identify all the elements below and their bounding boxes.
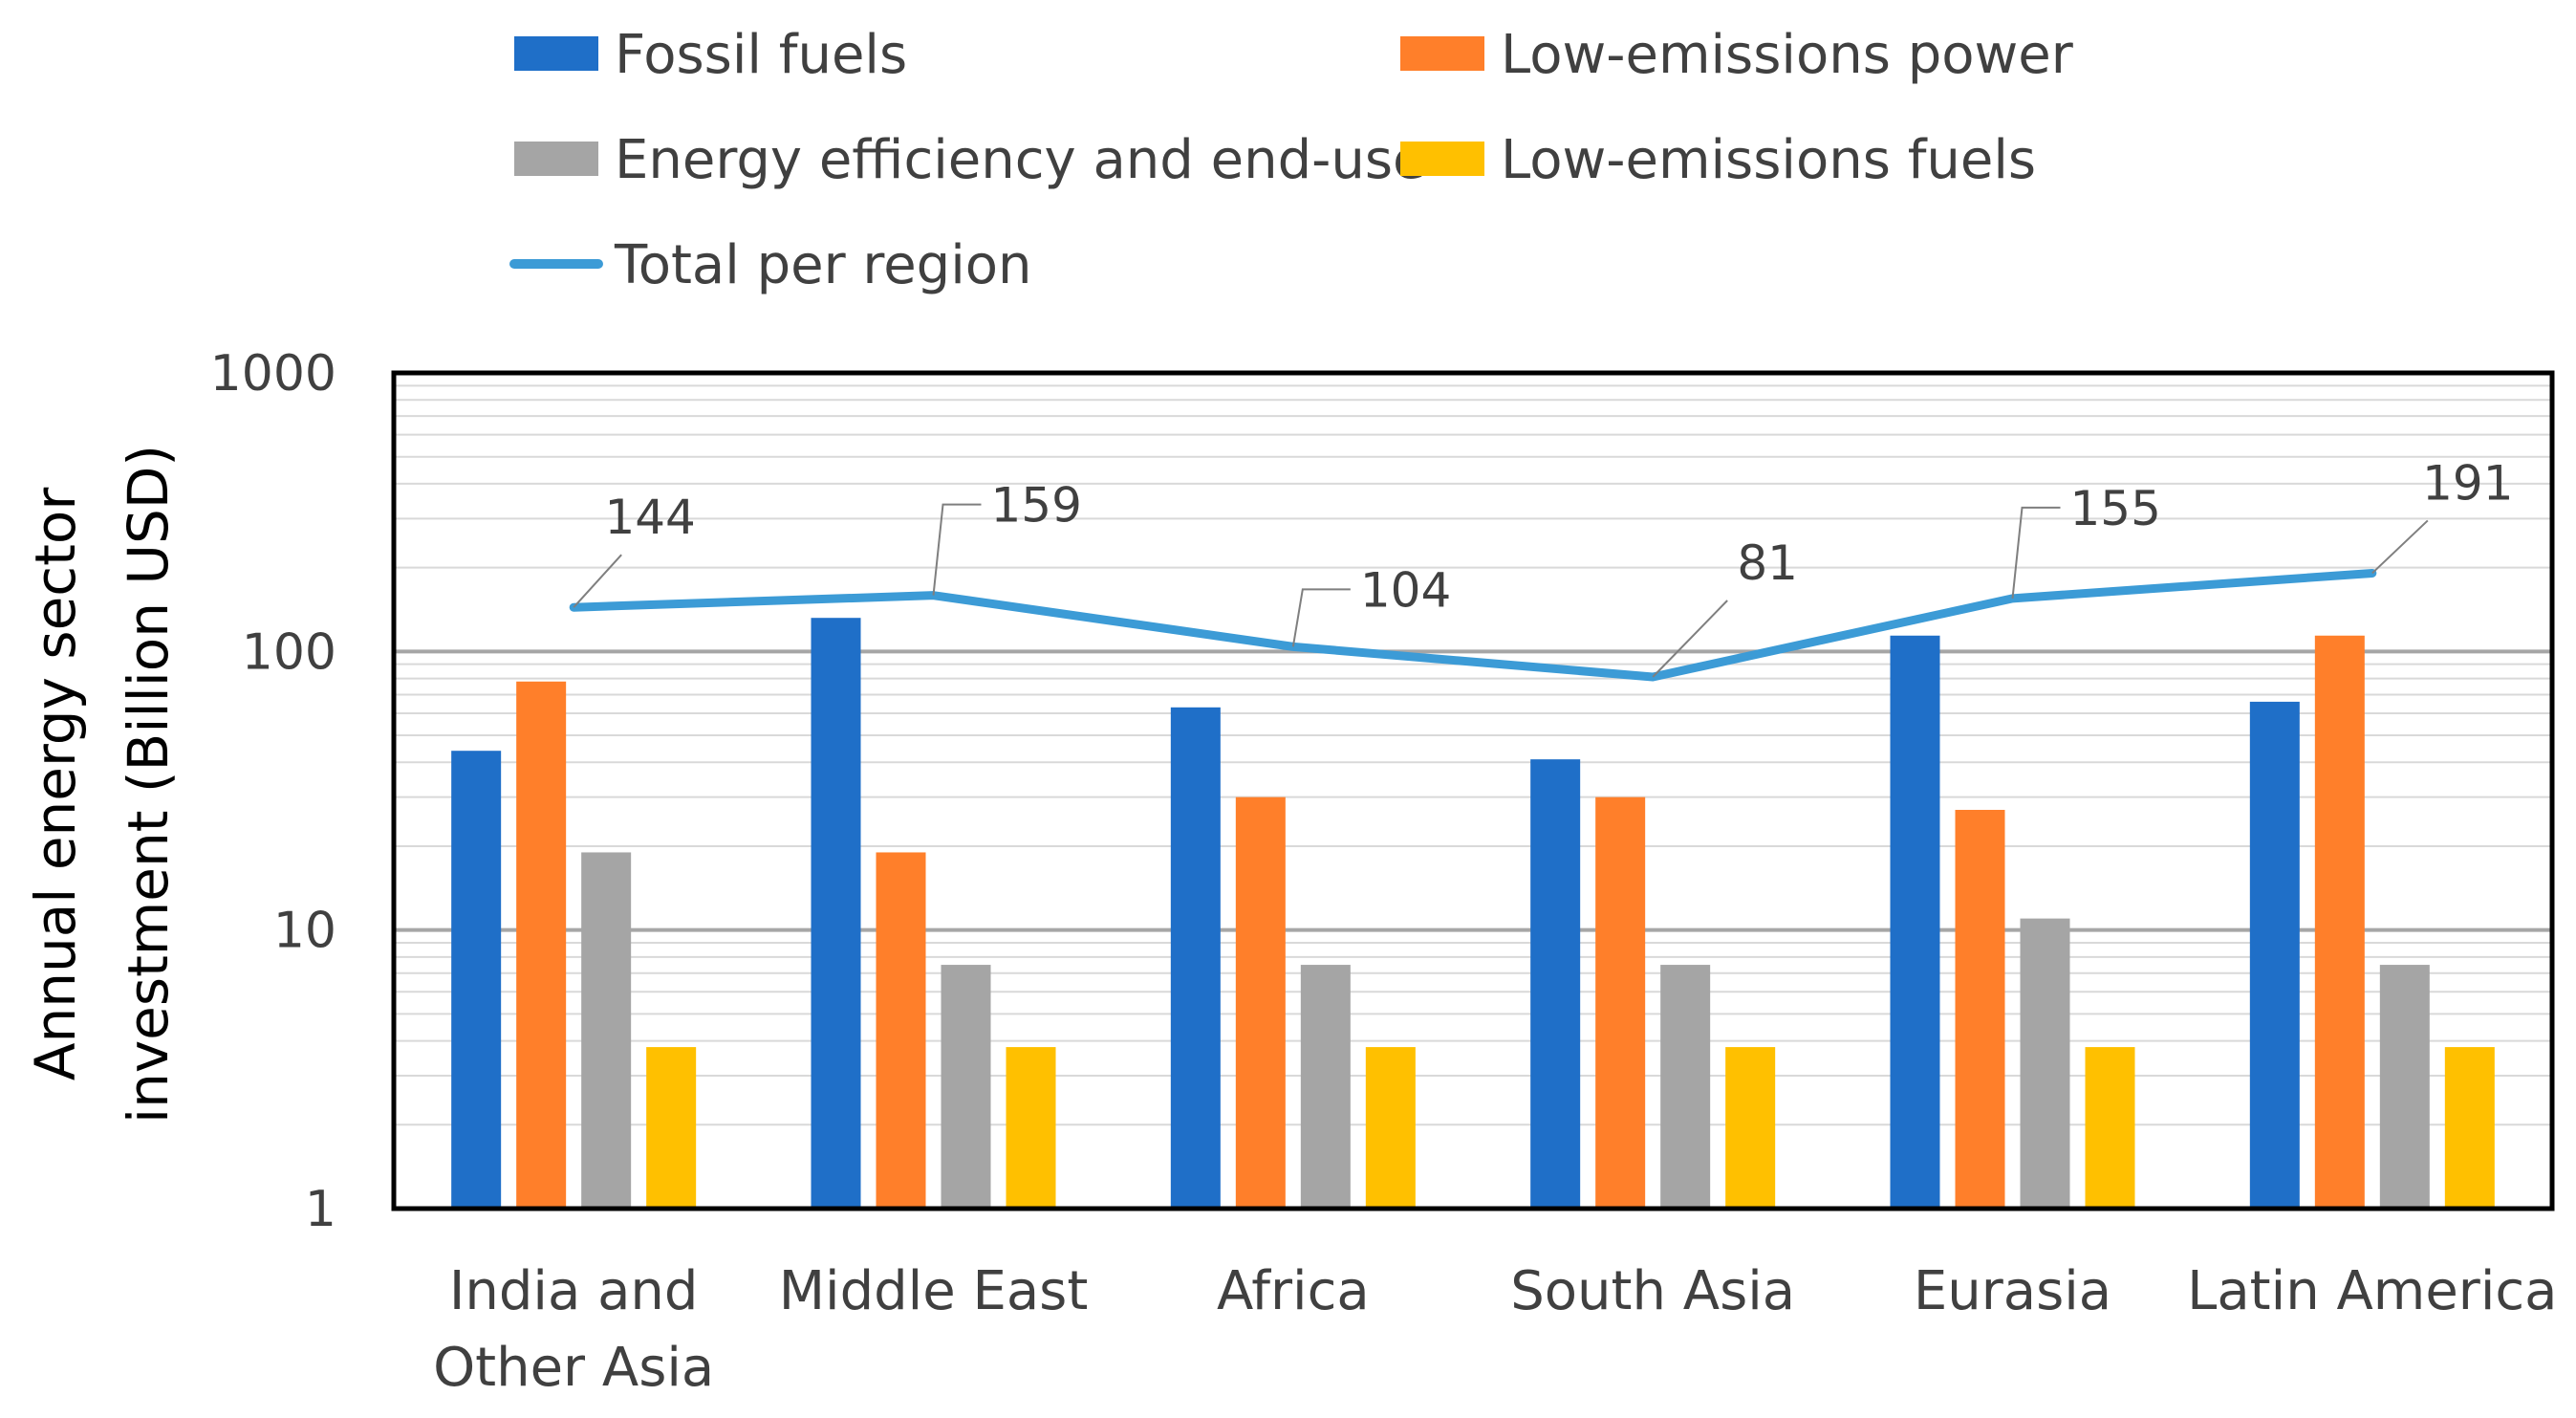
leader-line [573, 554, 622, 608]
bar-energy-efficiency-and-end-use [2020, 918, 2070, 1209]
leader-line [1652, 600, 1728, 678]
leader-line [1291, 588, 1351, 647]
legend-swatch [514, 36, 598, 71]
line-labels: 144 159 104 81 155 191 [573, 455, 2514, 678]
y-axis-title: Annual energy sector investment (Billion … [23, 445, 181, 1123]
x-tick-label: Eurasia [1914, 1260, 2111, 1322]
bar-fossil-fuels [1530, 759, 1581, 1209]
legend-label: Energy efficiency and end-use [615, 129, 1425, 191]
leader-line [932, 503, 982, 596]
y-tick-label: 1000 [210, 345, 336, 403]
bar-low-emissions-fuels [1006, 1047, 1056, 1209]
x-tick-label: Middle East [779, 1260, 1089, 1322]
bar-fossil-fuels [451, 751, 502, 1209]
x-tick-label: South Asia [1510, 1260, 1795, 1322]
x-tick-label: India and [449, 1260, 699, 1322]
bar-fossil-fuels [1890, 635, 1940, 1209]
bar-low-emissions-fuels [1365, 1047, 1416, 1209]
x-tick-labels: India and Other Asia Middle East Africa Sout… [433, 1260, 2557, 1399]
gridlines [394, 384, 2552, 1126]
total-value-label: 191 [2422, 455, 2513, 511]
bar-low-emissions-power [2314, 635, 2365, 1209]
leader-line [2371, 519, 2429, 575]
total-value-label: 104 [1360, 562, 1451, 618]
legend-item-low-emissions-fuels: Low-emissions fuels [1400, 129, 2036, 191]
legend-label: Low-emissions fuels [1501, 129, 2036, 191]
data-label: 159 [932, 478, 1082, 596]
bar-low-emissions-power [1235, 796, 1286, 1209]
legend-item-energy-efficiency-and-end-use: Energy efficiency and end-use [514, 129, 1425, 191]
bar-low-emissions-power [516, 681, 567, 1209]
legend-item-total-per-region: Total per region [509, 234, 1032, 296]
bar-low-emissions-fuels [2444, 1047, 2495, 1209]
data-label: 155 [2011, 481, 2161, 599]
x-tick-label: Latin America [2187, 1260, 2557, 1322]
total-value-label: 144 [604, 490, 695, 545]
bar-low-emissions-fuels [1725, 1047, 1776, 1209]
y-axis-title-line: Annual energy sector [23, 488, 88, 1081]
legend: Fossil fuels Low-emissions power Energy ef… [509, 24, 2074, 296]
series-low-emissions-power [516, 635, 2365, 1209]
total-per-region-line [569, 568, 2377, 682]
bar-low-emissions-power [876, 852, 926, 1209]
bar-energy-efficiency-and-end-use [1300, 965, 1351, 1209]
leader-line [2011, 506, 2061, 599]
data-label: 81 [1652, 535, 1798, 678]
plot-frame [391, 370, 2555, 1211]
legend-swatch [1400, 36, 1484, 71]
bar-low-emissions-power [1595, 796, 1646, 1209]
legend-item-fossil-fuels: Fossil fuels [514, 24, 907, 86]
total-value-label: 155 [2070, 481, 2161, 536]
bar-energy-efficiency-and-end-use [2379, 965, 2430, 1209]
total-value-label: 81 [1737, 535, 1798, 591]
y-tick-label: 10 [273, 903, 336, 960]
legend-swatch [514, 142, 598, 176]
total-line [569, 568, 2377, 682]
total-value-label: 159 [991, 478, 1082, 534]
bar-fossil-fuels [2249, 701, 2300, 1209]
x-tick-label: Other Asia [433, 1337, 714, 1399]
y-tick-label: 1 [305, 1181, 336, 1238]
bar-energy-efficiency-and-end-use [581, 852, 632, 1209]
series-low-emissions-fuels [646, 1047, 2495, 1209]
legend-label: Low-emissions power [1501, 24, 2074, 86]
legend-swatch [1400, 142, 1484, 176]
x-tick-label: Africa [1217, 1260, 1370, 1322]
bar-fossil-fuels [811, 618, 861, 1209]
legend-label: Fossil fuels [615, 24, 907, 86]
legend-label: Total per region [614, 234, 1032, 296]
bar-low-emissions-fuels [646, 1047, 697, 1209]
bar-low-emissions-fuels [2085, 1047, 2135, 1209]
bar-energy-efficiency-and-end-use [1660, 965, 1711, 1209]
bars [451, 618, 2495, 1209]
data-label: 104 [1291, 562, 1451, 647]
bar-energy-efficiency-and-end-use [941, 965, 991, 1209]
data-label: 144 [573, 490, 696, 608]
bar-fossil-fuels [1170, 707, 1221, 1209]
series-energy-efficiency-and-end-use [581, 852, 2430, 1209]
y-tick-label: 100 [242, 623, 336, 681]
series-fossil-fuels [451, 618, 2300, 1209]
bar-low-emissions-power [1955, 809, 2005, 1209]
data-label: 191 [2371, 455, 2514, 575]
y-axis-title-line: investment (Billion USD) [116, 445, 181, 1123]
y-tick-labels: 1 10 100 1000 [210, 345, 336, 1238]
legend-item-low-emissions-power: Low-emissions power [1400, 24, 2074, 86]
